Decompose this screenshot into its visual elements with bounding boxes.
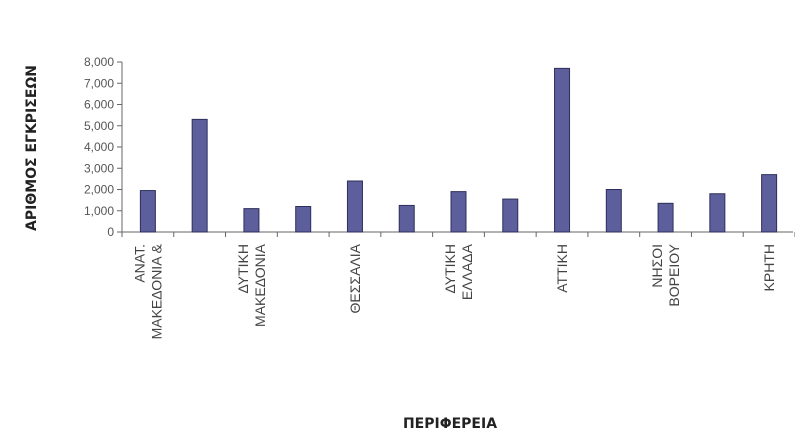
bar-5 xyxy=(398,204,415,233)
category-label: ΑΝΑΤ. xyxy=(131,244,147,283)
y-tick-label: 4,000 xyxy=(84,140,114,154)
bar-6 xyxy=(450,191,467,233)
category-label: ΔΥΤΙΚΗ xyxy=(442,244,458,294)
bar-4 xyxy=(346,180,363,233)
bar-8 xyxy=(554,67,571,233)
x-axis xyxy=(121,231,795,237)
category-label: ΝΗΣΟΙ xyxy=(649,244,665,288)
category-label: ΘΕΣΣΑΛΙΑ xyxy=(347,243,363,313)
x-axis-title: ΠΕΡΙΦΕΡΕΙΑ xyxy=(403,416,497,432)
category-label: ΜΑΚΕΔΟΝΙΑ & xyxy=(148,243,164,339)
bar-12 xyxy=(761,174,778,233)
y-tick-label: 7,000 xyxy=(84,76,114,90)
category-label: ΑΤΤΙΚΗ xyxy=(554,244,570,293)
y-tick-label: 6,000 xyxy=(84,98,114,112)
y-tick-label: 2,000 xyxy=(84,183,114,197)
category-label: ΕΛΛΑΔΑ xyxy=(459,243,475,300)
bar-7 xyxy=(502,198,519,233)
bar-0 xyxy=(139,190,156,233)
category-label: ΒΟΡΕΙΟΥ xyxy=(666,243,682,306)
y-tick-label: 5,000 xyxy=(84,119,114,133)
bar-10 xyxy=(657,202,674,233)
y-axis-title: ΑΡΙΘΜΟΣ ΕΓΚΡΙΣΕΩΝ xyxy=(24,65,40,231)
bar-1 xyxy=(191,118,208,233)
category-label: ΜΑΚΕΔΟΝΙΑ xyxy=(252,243,268,327)
y-tick-label: 3,000 xyxy=(84,161,114,175)
bar-3 xyxy=(295,206,312,233)
y-axis: 0 1,000 2,000 3,000 4,000 5,000 6,000 7,000 8,00… xyxy=(84,55,123,239)
category-labels: ΑΝΑΤ. ΜΑΚΕΔΟΝΙΑ & ΔΥΤΙΚΗ ΜΑΚΕΔΟΝΙΑ ΘΕΣΣΑΛΙΑ Δ… xyxy=(131,243,777,339)
bar-11 xyxy=(709,193,726,233)
bar-2 xyxy=(243,208,260,233)
category-label: ΔΥΤΙΚΗ xyxy=(235,244,251,294)
category-label: ΚΡΗΤΗ xyxy=(761,244,777,291)
bar-9 xyxy=(605,189,622,233)
bar-series xyxy=(139,67,778,233)
y-tick-label: 0 xyxy=(107,225,114,239)
y-tick-label: 1,000 xyxy=(84,204,114,218)
y-tick-label: 8,000 xyxy=(84,55,114,69)
